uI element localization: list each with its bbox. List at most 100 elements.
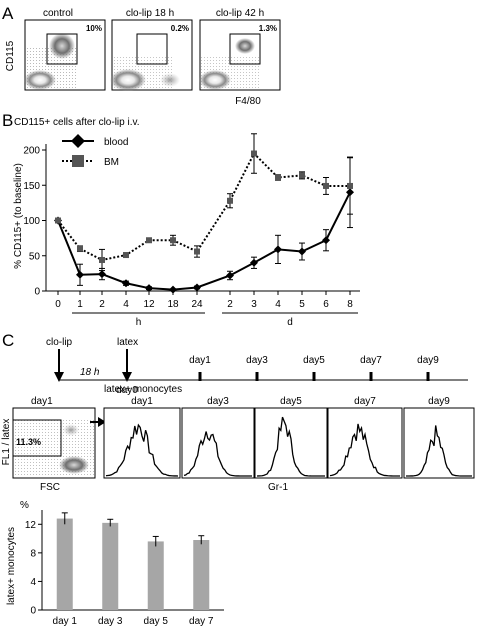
data-point [194,248,200,255]
panel-a-ylabel: CD115 [5,40,16,71]
timeline-day-label: day5 [303,355,325,366]
data-point [169,285,177,294]
flow-plot-percent: 0.2% [171,24,189,33]
data-point [55,217,61,224]
timeline-day-label: day9 [417,355,439,366]
panel-c-timeline-and-histograms: clo-lip 18 h latex day0 day1 day3 day5 day7… [1,337,475,490]
data-point [145,284,153,293]
data-point [146,237,152,244]
series-line [57,151,350,262]
panel-a-flow-plots: control 10% clo-lip 18 h 0.2% clo-lip 42… [5,8,281,107]
histogram-day-label: day3 [207,396,229,407]
flow-plot-title: clo-lip 18 h [126,8,174,19]
histogram-xlabel: Gr-1 [268,482,288,490]
y-tick-label: 0 [34,287,40,298]
gate-arrowhead [98,417,106,427]
dotplot-ylabel: FL1 / latex [1,419,12,466]
bar [147,541,164,610]
timeline-day-label: day1 [189,355,211,366]
line-chart: CD115+ cells after clo-lip i.v. % CD115+… [13,117,360,328]
data-point [99,256,105,263]
legend-label: BM [104,157,119,168]
data-point [123,252,129,259]
legend-label: blood [104,137,128,148]
x-tick-label: 24 [191,299,203,310]
histogram-frame [327,407,403,479]
x-tick-label: 4 [123,299,129,310]
y-tick-label: 4 [30,577,36,588]
histogram-frame [103,407,181,479]
x-tick-label: 3 [251,299,257,310]
clolip-arrowhead [54,372,64,382]
x-tick-label: 6 [323,299,329,310]
x-tick-label: 5 [299,299,305,310]
x-tick-label: day 5 [144,616,169,627]
histogram-day-label: day1 [131,396,153,407]
x-tick-label: 12 [143,299,155,310]
x-tick-label: day 3 [98,616,123,627]
timeline-day-label: day7 [360,355,382,366]
panel-a-xlabel: F4/80 [235,96,261,107]
x-tick-label: 0 [55,299,61,310]
histogram-curve [256,416,325,477]
histogram-day1: day1 [103,396,181,479]
x-tick-label: day 1 [53,616,78,627]
bar-chart-ylabel: latex+ monocytes [6,527,17,605]
histogram-day7: day7 [327,396,403,479]
timeline-latex-label: latex [117,337,138,348]
timeline-tick [369,372,373,381]
series-BM [55,133,353,272]
timeline-clolip-label: clo-lip [46,337,73,348]
panel-label-c: C [2,331,15,350]
data-point [299,172,305,179]
panel-label-a: A [2,4,14,23]
timeline-tick [312,372,316,381]
histogram-day-label: day7 [354,396,376,407]
timeline-tick [198,372,202,381]
data-point [98,270,106,279]
x-tick-label: 4 [275,299,281,310]
data-point [347,182,353,189]
dotplot-gate [12,419,62,457]
data-point [275,174,281,181]
flow-plot-control: control 10% [24,8,106,91]
x-tick-label: 2 [99,299,105,310]
histogram-day3: day3 [181,396,255,479]
data-point [323,182,329,189]
timeline-tick [426,372,430,381]
panel-label-b: B [2,111,14,130]
flow-plot-title: control [43,8,73,19]
y-tick-label: 0 [30,606,36,617]
flow-plot-clolip-42h: clo-lip 42 h 1.3% [199,8,281,91]
data-point [226,271,234,280]
timeline-day-label: day3 [246,355,268,366]
data-point [250,258,258,267]
bar-chart: % latex+ monocytes 0 4 8 12 day 1 day 3 day 5… [6,500,224,627]
flow-plot-percent: 10% [86,24,102,33]
legend-marker [72,155,84,167]
x-tick-label: day 7 [189,616,214,627]
bar [56,518,73,610]
chart-ylabel: % CD115+ (to baseline) [13,163,24,269]
histogram-curve [105,423,179,477]
data-point [193,283,201,292]
timeline-day0: day0 [116,385,138,396]
latex-arrowhead [122,372,132,382]
legend-marker [71,134,85,148]
x-group-label: h [136,317,142,328]
bar [193,540,210,610]
flow-plot-percent: 1.3% [259,24,277,33]
histogram-day-label: day9 [428,396,450,407]
histogram-title: latex+ monocytes [104,384,182,395]
histogram-curve [183,431,253,477]
histogram-curve [329,423,401,477]
legend-entry-blood: blood [62,134,128,148]
histogram-day5: day5 [254,396,328,479]
data-point [274,245,282,254]
histogram-curve [405,425,473,477]
x-tick-label: 2 [227,299,233,310]
bar [102,522,119,610]
x-tick-label: 18 [167,299,179,310]
legend-entry-BM: BM [62,155,119,168]
y-tick-label: 12 [25,520,37,531]
